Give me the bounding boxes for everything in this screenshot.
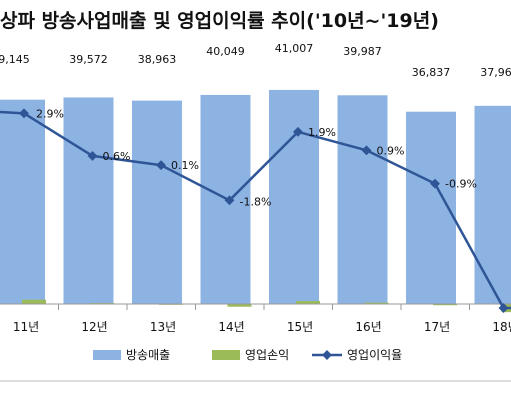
margin-marker bbox=[430, 178, 440, 189]
margin-value-label: -1.8% bbox=[240, 195, 272, 208]
sales-bar bbox=[269, 89, 319, 305]
sales-value-label: 36,837 bbox=[412, 66, 451, 79]
chart-title: 상파 방송사업매출 및 영업이익률 추이('10년~'19년) bbox=[0, 10, 439, 32]
sales-value-label: 37,965 bbox=[480, 66, 511, 79]
x-tick-label: 17년 bbox=[424, 320, 450, 334]
legend-label-sales: 방송매출 bbox=[126, 348, 170, 362]
profit-bar bbox=[364, 302, 389, 304]
margin-value-label: 0.1% bbox=[171, 159, 199, 172]
sales-bar bbox=[132, 100, 182, 305]
x-tick-label: 18년 bbox=[492, 320, 511, 334]
x-tick-label: 12년 bbox=[81, 320, 107, 334]
x-tick-label: 13년 bbox=[150, 320, 176, 334]
sales-bar bbox=[474, 105, 511, 305]
sales-value-label: 40,049 bbox=[206, 45, 245, 58]
sales-value-label: 38,963 bbox=[138, 53, 177, 66]
margin-marker bbox=[361, 145, 372, 156]
margin-value-label: 0.6% bbox=[103, 150, 131, 163]
sales-bar bbox=[63, 97, 114, 304]
legend-swatch-margin-marker bbox=[322, 350, 332, 360]
margin-value-label: 2.9% bbox=[36, 107, 64, 120]
profit-bar bbox=[22, 299, 46, 304]
margin-marker bbox=[87, 150, 98, 161]
legend-swatch-profit bbox=[212, 350, 240, 360]
x-tick-label: 15년 bbox=[287, 320, 313, 334]
margin-marker bbox=[224, 195, 235, 206]
legend-label-profit: 영업손익 bbox=[245, 348, 289, 362]
x-tick-label: 11년 bbox=[13, 320, 39, 334]
sales-value-label: 41,007 bbox=[275, 42, 314, 55]
profit-bar bbox=[296, 301, 320, 304]
margin-line-path bbox=[0, 110, 511, 310]
sales-bar bbox=[0, 99, 45, 304]
margin-value-label: -0.9% bbox=[445, 178, 477, 191]
legend-swatch-sales bbox=[93, 350, 121, 360]
margin-marker bbox=[498, 303, 509, 313]
x-axis: 11년 12년 13년 14년 15년 16년 17년 18년 bbox=[0, 303, 511, 334]
legend-label-margin: 영업이익율 bbox=[347, 348, 402, 362]
data-labels: 9,145 39,572 38,963 40,049 41,007 39,987 36,83… bbox=[0, 42, 511, 208]
profit-bar bbox=[227, 304, 252, 307]
margin-value-label: 1.9% bbox=[308, 126, 336, 139]
x-tick-label: 16년 bbox=[355, 320, 381, 334]
sales-bars bbox=[0, 89, 511, 305]
sales-value-label: 9,145 bbox=[0, 53, 30, 66]
sales-bar bbox=[337, 95, 388, 305]
profit-bar bbox=[433, 304, 457, 306]
margin-marker bbox=[293, 126, 303, 137]
margin-marker bbox=[156, 160, 166, 171]
margin-value-label: 0.9% bbox=[377, 144, 405, 157]
sales-value-label: 39,987 bbox=[343, 45, 382, 58]
x-tick-label: 14년 bbox=[218, 320, 244, 334]
legend: 방송매출 영업손익 영업이익율 bbox=[0, 348, 511, 382]
sales-value-label: 39,572 bbox=[69, 53, 108, 66]
